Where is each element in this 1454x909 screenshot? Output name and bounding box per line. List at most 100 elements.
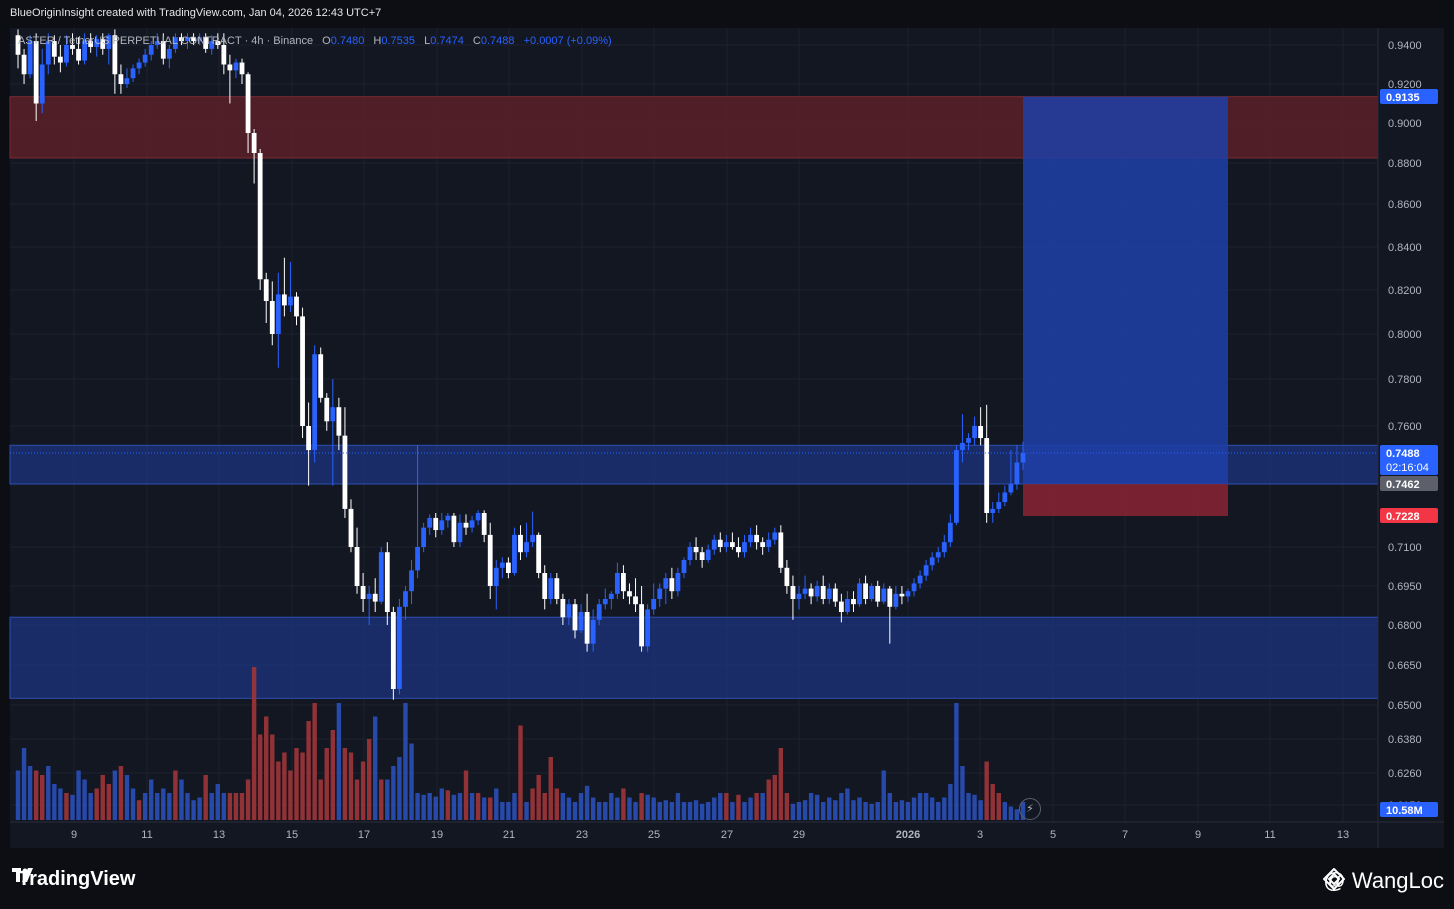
volume-bar (663, 800, 669, 820)
volume-bar (609, 793, 614, 820)
symbol-name[interactable]: ASTER / TetherUS PERPETUAL CONTRACT · 4h… (18, 35, 314, 47)
volume-bar (657, 802, 662, 820)
candle-body (209, 41, 215, 49)
volume-bar (827, 797, 832, 820)
volume-bar (94, 788, 99, 820)
volume-bar (330, 730, 336, 820)
candle-body (100, 39, 106, 49)
volume-bar (560, 793, 566, 820)
volume-bar (724, 793, 729, 820)
candle-body (457, 522, 463, 543)
candle-body (596, 604, 602, 620)
x-tick-label: 15 (286, 829, 298, 841)
candle-body (330, 407, 336, 422)
candle-body (554, 578, 560, 599)
volume-bar (342, 748, 348, 820)
price-label-entry: 0.7462 (1386, 479, 1420, 491)
volume-bar (754, 793, 759, 820)
volume-bar (173, 770, 178, 820)
candle-body (705, 549, 711, 560)
volume-bar (403, 703, 408, 820)
candle-body (723, 542, 729, 547)
candle-body (433, 517, 439, 531)
lightning-icon[interactable]: ⚡ (1019, 798, 1041, 820)
volume-bar (215, 784, 220, 820)
candle-body (197, 37, 203, 42)
candle-body (106, 35, 112, 49)
y-tick-label: 0.6380 (1388, 734, 1422, 746)
candle-body (639, 604, 644, 647)
candle-body (505, 562, 511, 573)
candle-body (499, 562, 505, 568)
volume-bar (46, 766, 51, 820)
volume-bar (960, 766, 965, 820)
candle-body (675, 573, 681, 592)
candle-body (451, 515, 457, 543)
candle-body (288, 296, 293, 306)
candle-body (409, 570, 414, 592)
tradingview-logo[interactable]: TradingView (12, 868, 135, 891)
candle-body (281, 294, 287, 306)
candle-body (384, 552, 390, 612)
candle-body (530, 534, 536, 543)
volume-bar (730, 802, 735, 820)
x-tick-label: 7 (1122, 829, 1128, 841)
candle-body (76, 48, 81, 61)
volume-bar (590, 797, 596, 820)
volume-bar (294, 748, 299, 820)
x-tick-label: 9 (1195, 829, 1201, 841)
volume-bar (578, 793, 584, 820)
volume-bar (645, 794, 650, 820)
volume-bar (82, 779, 87, 820)
volume-bar (603, 802, 608, 820)
volume-bar (566, 797, 572, 820)
price-chart[interactable]: 0.9400 0.9200 0.9000 0.8800 0.8600 0.8400 0.82… (0, 0, 1454, 848)
volume-bar (760, 793, 765, 820)
candle-body (524, 542, 529, 553)
candle-body (742, 542, 747, 553)
candle-body (300, 316, 305, 426)
candle-body (354, 547, 360, 586)
volume-bar (923, 793, 929, 820)
volume-bar (990, 784, 995, 820)
volume-bar (197, 797, 202, 820)
high-value: 0.7535 (381, 35, 416, 47)
candle-body (215, 41, 221, 45)
x-tick-label: 21 (503, 829, 515, 841)
x-tick-label: 29 (793, 829, 805, 841)
volume-bar (439, 788, 444, 820)
diamond-logo-icon (1323, 868, 1346, 890)
candle-body (1002, 492, 1008, 503)
candle-body (893, 593, 899, 607)
candle-body (1014, 462, 1020, 485)
candle-body (990, 508, 996, 513)
candle-body (899, 593, 905, 597)
candle-body (808, 588, 814, 597)
candle-body (360, 586, 366, 599)
candle-body (548, 578, 554, 599)
x-tick-label: 13 (1337, 829, 1349, 841)
candle-body (960, 442, 965, 451)
volume-bar (391, 766, 396, 820)
volume-bar (155, 793, 160, 820)
open-value: 0.7480 (330, 35, 365, 47)
candle-body (318, 354, 324, 398)
candle-body (826, 588, 832, 599)
x-tick-label: 27 (721, 829, 733, 841)
volume-bar (336, 703, 342, 820)
candle-body (627, 591, 632, 597)
price-label-bg (1380, 476, 1438, 491)
candle-body (663, 578, 669, 589)
volume-bar (421, 794, 426, 820)
volume-bar (936, 802, 941, 820)
candle-body (324, 397, 330, 422)
volume-label-bg (1380, 802, 1438, 817)
volume-bar (379, 779, 384, 820)
long-stop-zone (1023, 484, 1228, 516)
volume-bar (554, 788, 560, 820)
volume-bar (512, 793, 517, 820)
symbol-legend[interactable]: ASTER / TetherUS PERPETUAL CONTRACT · 4h… (18, 35, 612, 47)
volume-bar (790, 803, 796, 820)
candle-body (614, 573, 620, 594)
volume-bar (488, 797, 493, 820)
